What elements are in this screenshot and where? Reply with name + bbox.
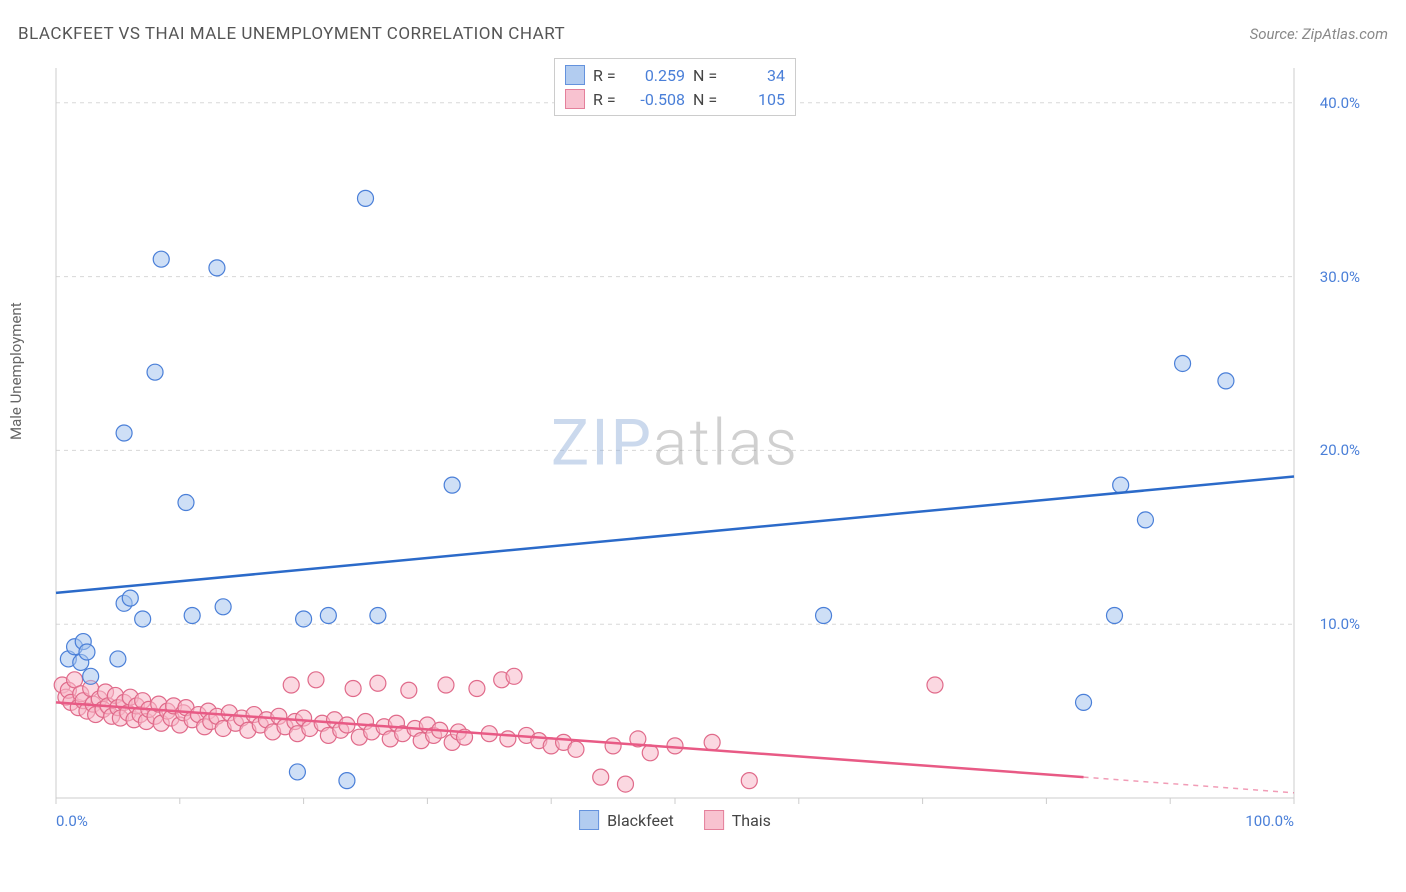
series-legend: Blackfeet Thais (579, 810, 771, 830)
x-tick-label: 100.0% (1245, 812, 1294, 830)
legend-r-value-blackfeet: 0.259 (631, 66, 685, 85)
legend-swatch-blackfeet (579, 810, 599, 830)
legend-r-label: R = (593, 90, 623, 109)
plot-area: ZIPatlas R = 0.259 N = 34 R = -0.508 N =… (48, 58, 1302, 828)
chart-title: BLACKFEET VS THAI MALE UNEMPLOYMENT CORR… (18, 24, 565, 44)
scatter-chart (48, 58, 1302, 828)
legend-row-thais: R = -0.508 N = 105 (565, 87, 785, 111)
legend-n-label: N = (693, 90, 723, 109)
legend-item-blackfeet: Blackfeet (579, 810, 674, 830)
legend-item-thais: Thais (704, 810, 771, 830)
legend-n-value-thais: 105 (731, 90, 785, 109)
legend-r-label: R = (593, 66, 623, 85)
legend-swatch-thais (565, 89, 585, 109)
y-axis-label: Male Unemployment (7, 302, 25, 440)
y-tick-label: 30.0% (1320, 268, 1360, 286)
legend-r-value-thais: -0.508 (631, 90, 685, 109)
legend-n-value-blackfeet: 34 (731, 66, 785, 85)
y-tick-label: 10.0% (1320, 615, 1360, 633)
source-attribution: Source: ZipAtlas.com (1250, 25, 1388, 43)
y-tick-label: 40.0% (1320, 94, 1360, 112)
y-tick-label: 20.0% (1320, 441, 1360, 459)
legend-swatch-thais (704, 810, 724, 830)
legend-label-blackfeet: Blackfeet (607, 811, 674, 830)
legend-label-thais: Thais (732, 811, 771, 830)
correlation-legend: R = 0.259 N = 34 R = -0.508 N = 105 (554, 58, 796, 116)
legend-swatch-blackfeet (565, 65, 585, 85)
legend-row-blackfeet: R = 0.259 N = 34 (565, 63, 785, 87)
x-tick-label: 0.0% (56, 812, 88, 830)
legend-n-label: N = (693, 66, 723, 85)
